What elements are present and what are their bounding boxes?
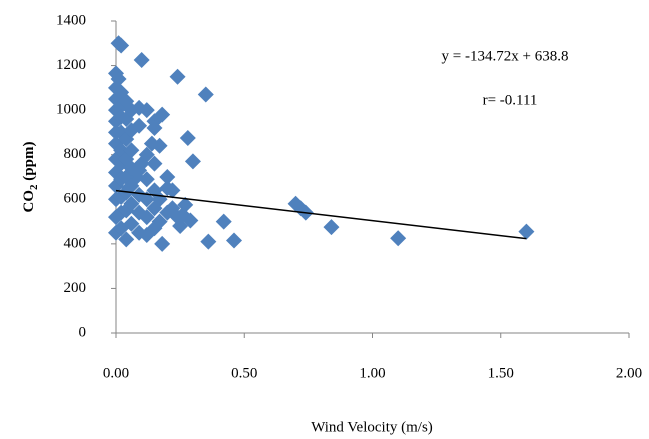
point [113,220,130,237]
point [146,119,163,136]
point [113,124,130,141]
point [200,233,217,250]
point [113,189,130,206]
x-axis-label: Wind Velocity (m/s) [311,419,433,435]
point [151,213,168,230]
point [113,37,130,54]
point [138,102,155,119]
point [123,142,140,159]
correlation: r= -0.111 [483,92,538,108]
y-tick-label: 1200 [56,57,86,73]
point [146,155,163,172]
point [172,218,189,235]
y-tick-label: 600 [64,191,87,207]
point [138,209,155,226]
y-label-main: CO [21,190,37,213]
point [390,230,407,247]
point [159,169,176,185]
y-label-sub: 2 [28,184,40,190]
y-tick-label: 400 [64,235,87,251]
x-tick-label: 1.50 [488,365,514,381]
point [113,97,130,114]
y-tick-label: 200 [64,280,87,296]
point [113,84,130,101]
point [123,177,140,194]
y-tick-label: 0 [79,324,87,340]
point [131,117,148,134]
point [123,195,140,212]
point [159,180,176,197]
point [323,219,340,236]
equation: y = -134.72x + 638.8 [442,48,569,64]
point [197,86,214,103]
trend-line [115,189,527,240]
y-label-unit: (ppm) [21,142,37,185]
point [225,232,242,249]
point [123,215,140,232]
x-tick-label: 0.50 [231,365,257,381]
y-tick-label: 1400 [56,12,86,28]
point [174,206,191,223]
point [138,171,155,188]
point [154,235,171,252]
point [151,137,168,154]
point [164,200,181,217]
point [118,231,135,248]
point [113,142,130,159]
x-tick-label: 0.00 [103,365,129,381]
point [215,213,232,230]
y-tick-label: 800 [64,146,87,162]
x-tick-label: 1.00 [359,365,385,381]
point [179,130,196,146]
point [131,162,148,179]
point [133,52,150,68]
y-tick-label: 1000 [56,102,86,118]
point [518,223,535,240]
point [113,155,130,172]
y-axis-label: CO2 (ppm) [21,142,39,213]
point [169,68,186,85]
x-tick-label: 2.00 [616,365,642,381]
point [184,153,201,170]
